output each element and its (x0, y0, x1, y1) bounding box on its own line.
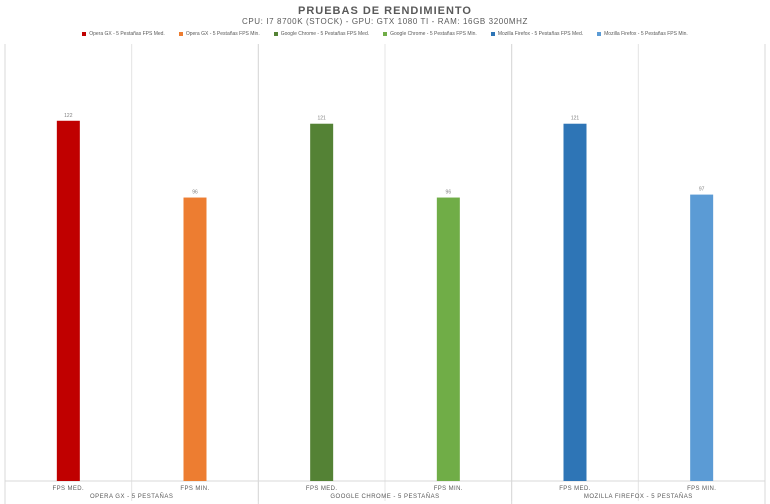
legend-label: Opera GX - 5 Pestañas FPS Med. (89, 31, 165, 37)
legend-label: Google Chrome - 5 Pestañas FPS Min. (390, 31, 477, 37)
chart-legend: Opera GX - 5 Pestañas FPS Med. Opera GX … (0, 31, 770, 37)
legend-item-chrome-med: Google Chrome - 5 Pestañas FPS Med. (273, 31, 370, 37)
legend-label: Google Chrome - 5 Pestañas FPS Med. (280, 31, 370, 37)
data-label: 122 (64, 113, 73, 119)
bar (563, 123, 587, 482)
group-label: MOZILLA FIREFOX - 5 PESTAÑAS (584, 493, 693, 500)
chart-subtitle: CPU: I7 8700K (STOCK) - GPU: GTX 1080 TI… (241, 17, 528, 26)
legend-item-opera-min: Opera GX - 5 Pestañas FPS Min. (178, 31, 260, 37)
category-tick-label: FPS MIN. (180, 486, 209, 492)
category-tick-label: FPS MED. (306, 486, 338, 492)
bar (310, 123, 334, 482)
data-label: 96 (446, 190, 452, 196)
legend-swatch (82, 32, 87, 36)
legend-item-chrome-min: Google Chrome - 5 Pestañas FPS Min. (383, 31, 477, 37)
legend-item-firefox-min: Mozilla Firefox - 5 Pestañas FPS Min. (597, 31, 688, 37)
chart-title: PRUEBAS DE RENDIMIENTO (298, 5, 472, 17)
bar (56, 120, 80, 482)
legend-label: Opera GX - 5 Pestañas FPS Min. (185, 31, 260, 37)
legend-label: Mozilla Firefox - 5 Pestañas FPS Min. (604, 31, 688, 37)
data-label: 97 (699, 187, 705, 193)
bar (183, 197, 207, 482)
category-tick-label: FPS MIN. (687, 486, 716, 492)
category-tick-label: FPS MED. (559, 486, 591, 492)
category-tick-label: FPS MIN. (434, 486, 463, 492)
legend-label: Mozilla Firefox - 5 Pestañas FPS Med. (497, 31, 584, 37)
legend-swatch (490, 32, 495, 36)
bar (690, 194, 714, 482)
category-tick-label: FPS MED. (53, 486, 85, 492)
group-label: OPERA GX - 5 PESTAÑAS (90, 493, 173, 500)
legend-item-firefox-med: Mozilla Firefox - 5 Pestañas FPS Med. (490, 31, 584, 37)
legend-swatch (383, 32, 388, 36)
data-label: 121 (317, 116, 326, 122)
data-label: 96 (192, 190, 198, 196)
bar (436, 197, 460, 482)
legend-swatch (597, 32, 602, 36)
legend-swatch (273, 32, 278, 36)
legend-item-opera-med: Opera GX - 5 Pestañas FPS Med. (82, 31, 165, 37)
legend-swatch (178, 32, 183, 36)
data-label: 121 (571, 116, 580, 122)
group-label: GOOGLE CHROME - 5 PESTAÑAS (330, 493, 439, 500)
